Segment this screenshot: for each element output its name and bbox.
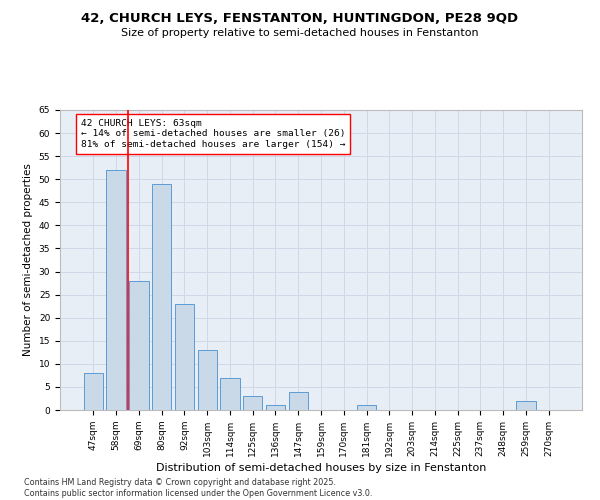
- Text: 42 CHURCH LEYS: 63sqm
← 14% of semi-detached houses are smaller (26)
81% of semi: 42 CHURCH LEYS: 63sqm ← 14% of semi-deta…: [81, 119, 346, 149]
- Bar: [129, 281, 149, 410]
- Y-axis label: Number of semi-detached properties: Number of semi-detached properties: [23, 164, 33, 356]
- X-axis label: Distribution of semi-detached houses by size in Fenstanton: Distribution of semi-detached houses by …: [156, 463, 486, 473]
- Text: 42, CHURCH LEYS, FENSTANTON, HUNTINGDON, PE28 9QD: 42, CHURCH LEYS, FENSTANTON, HUNTINGDON,…: [82, 12, 518, 26]
- Bar: [84, 373, 103, 410]
- Bar: [106, 170, 126, 410]
- Bar: [220, 378, 239, 410]
- Bar: [357, 406, 376, 410]
- Bar: [289, 392, 308, 410]
- Bar: [175, 304, 194, 410]
- Text: Contains HM Land Registry data © Crown copyright and database right 2025.
Contai: Contains HM Land Registry data © Crown c…: [24, 478, 373, 498]
- Bar: [152, 184, 172, 410]
- Bar: [516, 401, 536, 410]
- Bar: [197, 350, 217, 410]
- Bar: [266, 406, 285, 410]
- Bar: [243, 396, 262, 410]
- Text: Size of property relative to semi-detached houses in Fenstanton: Size of property relative to semi-detach…: [121, 28, 479, 38]
